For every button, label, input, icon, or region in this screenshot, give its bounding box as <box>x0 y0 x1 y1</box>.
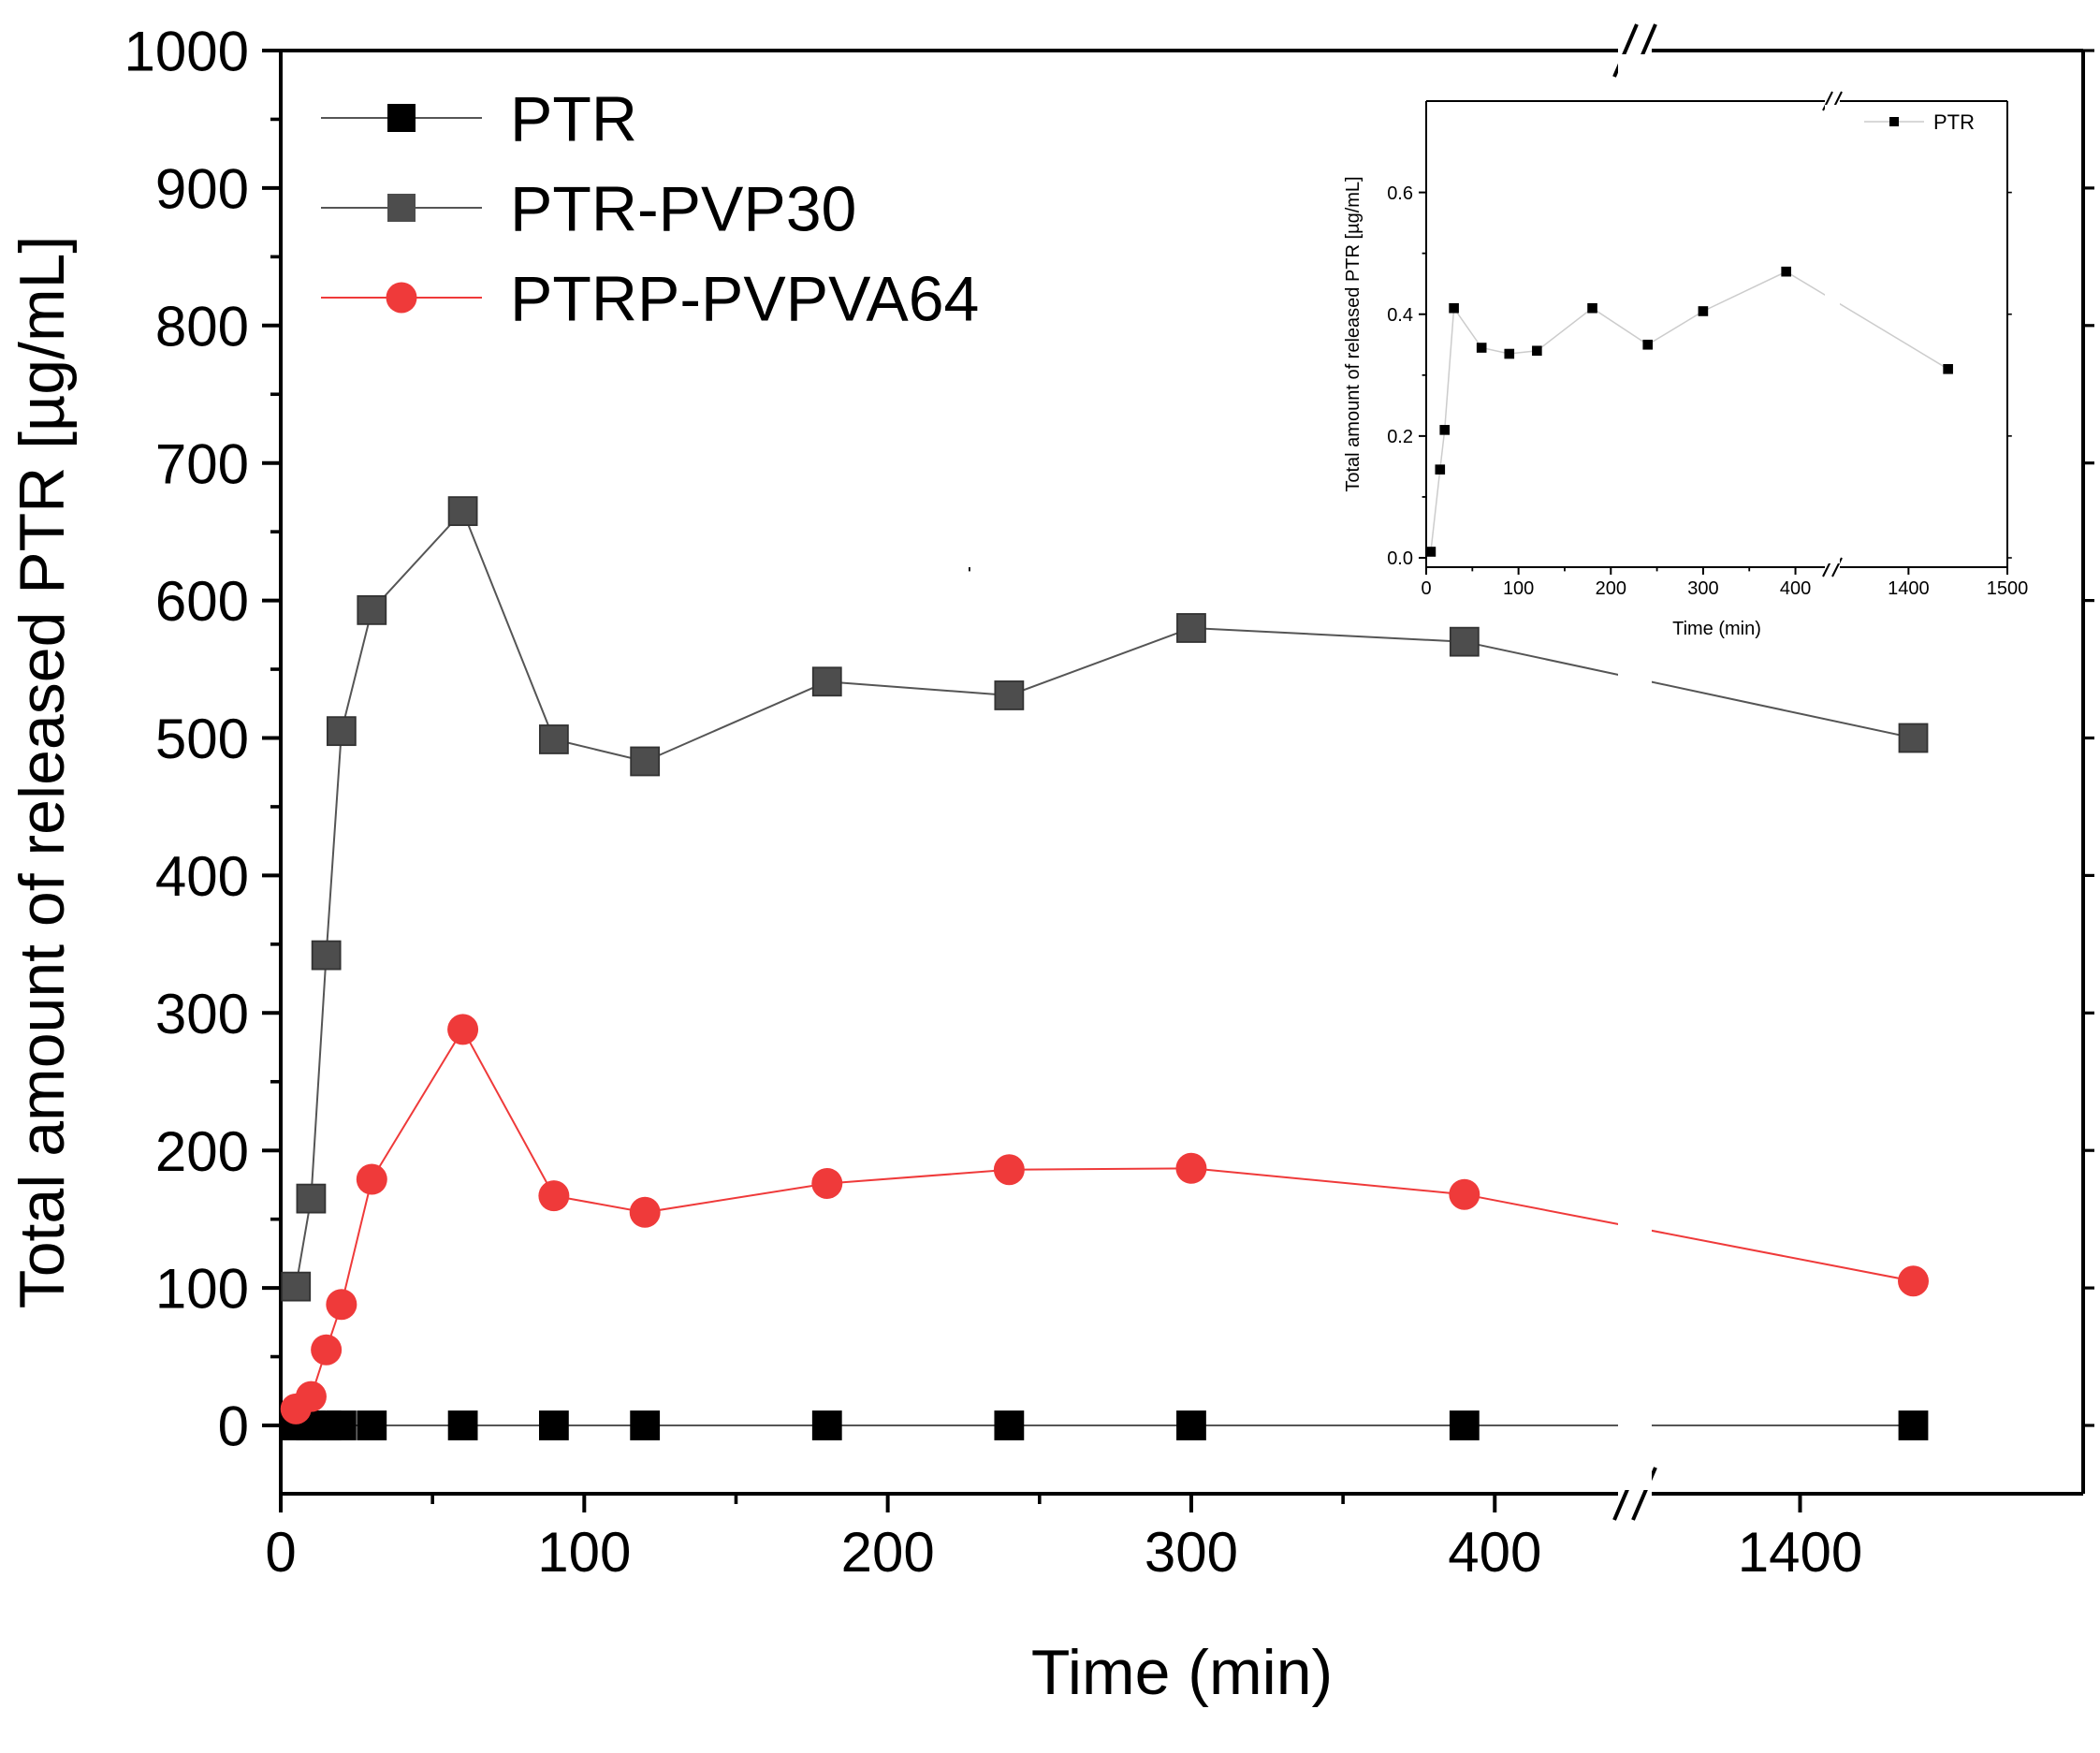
main-data-point <box>1898 723 1929 753</box>
inset-x-tick-label: 200 <box>1596 578 1626 599</box>
inset-chart-group: 0.0 0.2 0.4 0.6 0 100 200 300 400 1400 1500 Time (m… <box>969 91 2029 639</box>
inset-y-axis-title: Total amount of released PTR [µg/mL] <box>1343 176 1364 491</box>
main-data-point <box>811 1167 843 1199</box>
inset-x-tick-label: 1400 <box>1888 578 1930 599</box>
main-y-tick-label: 900 <box>155 158 249 221</box>
main-data-point <box>630 1410 661 1440</box>
main-data-point <box>326 716 357 747</box>
main-x-tick-label: 300 <box>1145 1521 1238 1584</box>
main-data-point <box>1175 1152 1207 1184</box>
main-x-tick-label: 1400 <box>1738 1521 1862 1584</box>
main-data-point <box>356 1163 387 1195</box>
main-data-point <box>1176 613 1206 643</box>
main-data-point <box>538 1180 570 1212</box>
main-y-tick-label: 100 <box>155 1258 249 1321</box>
inset-data-point <box>1943 363 1953 374</box>
inset-legend-label: PTR <box>1933 110 1975 134</box>
main-legend-marker <box>387 104 416 132</box>
inset-data-point <box>1587 302 1597 314</box>
main-data-point <box>311 1334 343 1366</box>
main-data-point <box>447 1014 479 1045</box>
main-y-tick-label: 300 <box>155 983 249 1045</box>
main-data-point <box>295 1380 327 1412</box>
inset-data-point <box>1435 464 1446 475</box>
inset-x-tick-label: 300 <box>1687 578 1718 599</box>
main-data-point <box>538 724 569 754</box>
main-data-point <box>811 1410 842 1440</box>
main-data-point <box>538 1410 569 1440</box>
main-data-point <box>326 1289 357 1321</box>
main-y-axis-title: Total amount of released PTR [µg/mL] <box>7 236 78 1309</box>
main-y-tick-label: 600 <box>155 570 249 633</box>
main-data-point <box>1449 626 1480 657</box>
main-y-tick-label: 0 <box>218 1395 249 1458</box>
main-x-tick-label: 400 <box>1448 1521 1541 1584</box>
main-data-point <box>994 1410 1025 1440</box>
main-data-point <box>630 746 661 777</box>
main-data-point <box>994 680 1025 710</box>
inset-break-gap <box>1825 105 1840 563</box>
inset-y-tick-label: 0.0 <box>1387 548 1413 569</box>
main-y-tick-label: 1000 <box>124 21 249 83</box>
inset-data-point <box>1642 339 1654 350</box>
inset-x-axis-title: Time (min) <box>1672 619 1761 639</box>
inset-axis-break-mark <box>1831 557 1843 577</box>
inset-data-point <box>1449 302 1459 314</box>
main-legend-label: PTRP-PVPVA64 <box>510 263 979 334</box>
inset-data-point <box>1532 345 1542 357</box>
inset-x-tick-label: 0 <box>1421 578 1431 599</box>
main-data-point <box>447 1410 478 1440</box>
inset-x-tick-label: 400 <box>1780 578 1811 599</box>
main-legend-label: PTR-PVP30 <box>510 173 856 244</box>
inset-data-point <box>1781 266 1791 277</box>
main-data-point <box>1898 1410 1929 1440</box>
inset-x-tick-label: 1500 <box>1987 578 2029 599</box>
inset-x-tick-label: 100 <box>1503 578 1534 599</box>
main-x-tick-label: 0 <box>265 1521 296 1584</box>
main-data-point <box>296 1183 327 1214</box>
inset-y-tick-label: 0.2 <box>1387 427 1413 447</box>
main-data-point <box>1449 1410 1480 1440</box>
main-legend-label: PTR <box>510 83 637 154</box>
inset-axis-break-mark <box>1822 91 1833 111</box>
main-data-point <box>311 940 342 971</box>
main-data-point <box>357 1410 387 1440</box>
main-series-line-ptr-pvp30 <box>295 509 1914 1287</box>
inset-series-line-ptr <box>1430 270 1948 552</box>
main-y-tick-label: 700 <box>155 432 249 495</box>
main-y-tick-label: 500 <box>155 708 249 770</box>
main-x-axis-title: Time (min) <box>1031 1637 1333 1708</box>
main-y-tick-label: 800 <box>155 295 249 358</box>
main-break-gap <box>1618 54 1652 1490</box>
inset-data-point <box>1439 425 1451 435</box>
inset-data-point <box>1476 343 1487 353</box>
main-legend-marker <box>387 194 416 222</box>
inset-y-tick-label: 0.4 <box>1387 305 1413 326</box>
inset-legend-marker <box>1889 117 1899 126</box>
main-data-point <box>1449 1178 1480 1210</box>
inset-data-point <box>1425 547 1436 557</box>
main-data-point <box>1176 1410 1206 1440</box>
main-y-tick-label: 400 <box>155 845 249 908</box>
main-data-point <box>629 1196 661 1228</box>
inset-y-tick-label: 0.6 <box>1387 183 1413 204</box>
main-data-point <box>993 1154 1025 1186</box>
main-data-point <box>447 496 478 527</box>
main-data-point <box>1898 1265 1929 1297</box>
main-data-point <box>281 1271 312 1302</box>
main-legend-marker <box>386 282 417 314</box>
main-x-tick-label: 200 <box>841 1521 935 1584</box>
inset-data-point <box>1504 348 1515 359</box>
main-data-point <box>326 1410 357 1440</box>
main-y-tick-label: 200 <box>155 1120 249 1183</box>
main-data-point <box>357 594 387 625</box>
inset-data-point <box>1698 306 1709 316</box>
main-series-line-ptrp-pvpva64 <box>295 1027 1914 1410</box>
main-x-tick-label: 100 <box>537 1521 631 1584</box>
main-data-point <box>811 666 842 697</box>
